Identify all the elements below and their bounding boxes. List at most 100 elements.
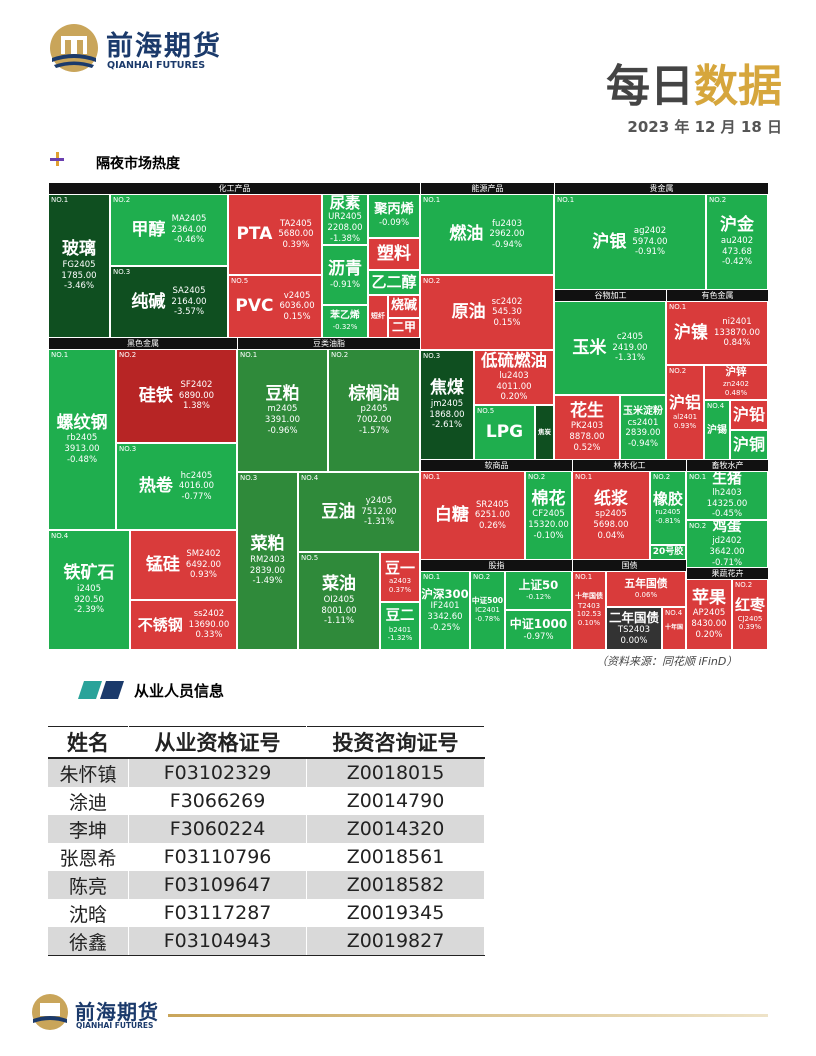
- tile: 聚丙烯 -0.09%: [368, 194, 420, 238]
- footer-brand: 前海期货: [75, 1000, 159, 1024]
- tile-rank: NO.1: [575, 473, 593, 481]
- treemap: 化工产品 能源产品 贵金属 谷物加工 有色金属 黑色金属 豆类油脂 软商品 林木化工 畜牧水产 股指…: [48, 183, 768, 650]
- tile-details: lu2403 4011.00 0.20%: [496, 371, 531, 403]
- sector-header: 软商品: [420, 460, 572, 471]
- sector-header: 果蔬花卉: [686, 568, 768, 579]
- table-cell: 张恩希: [48, 843, 130, 871]
- tile-code: al2401: [672, 413, 698, 422]
- table-cell: Z0014320: [306, 815, 485, 843]
- tile: 焦炭: [535, 405, 554, 460]
- tile: 豆二 b2401 -1.32%: [380, 602, 420, 650]
- tile-name: 低硫燃油: [481, 350, 547, 370]
- sector-header: 贵金属: [554, 183, 768, 194]
- tile-details: SA2405 2164.00 -3.57%: [171, 286, 206, 318]
- tile-price: 2419.00: [612, 342, 648, 353]
- sector-header: 林木化工: [572, 460, 686, 471]
- tile-name: 聚丙烯: [374, 201, 414, 217]
- tile-name: 中证500: [471, 596, 504, 606]
- tile-change: 0.93%: [189, 570, 217, 581]
- tile: 塑料: [368, 238, 420, 270]
- tile-change: -0.46%: [173, 235, 205, 246]
- tile-name: 豆一: [384, 558, 415, 577]
- tile-price: 6890.00: [178, 390, 215, 401]
- tile-name: 二甲: [391, 320, 416, 335]
- tile: 苹果 AP2405 8430.00 0.20%: [686, 579, 732, 650]
- tile-name: PTA: [236, 224, 273, 245]
- tile-price: 3342.60: [427, 612, 463, 623]
- tile-code: IC2401: [475, 606, 500, 615]
- table-cell: F03109647: [128, 871, 308, 899]
- tile: NO.4 铁矿石 i2405 920.50 -2.39%: [48, 530, 130, 650]
- tile-name: 沥青: [328, 258, 362, 279]
- tile-name: 塑料: [377, 243, 411, 264]
- tile-change: 0.93%: [673, 421, 697, 430]
- tile-code: MA2405: [171, 214, 207, 225]
- tile-price: 3391.00: [264, 415, 301, 426]
- tile-details: TA2405 5680.00 0.39%: [278, 219, 313, 251]
- tile-code: SA2405: [172, 286, 206, 297]
- tile-name: 沪镍: [674, 322, 709, 343]
- tile-name: 棕榈油: [348, 383, 400, 404]
- tile-details: MA2405 2364.00 -0.46%: [171, 214, 206, 246]
- tile-name: 橡胶: [652, 489, 683, 508]
- tile-change: -3.46%: [63, 281, 95, 292]
- tile-change: -1.32%: [387, 634, 413, 643]
- tile-details: IF2401 3342.60 -0.25%: [427, 601, 462, 633]
- tile-price: 2208.00: [327, 223, 363, 234]
- tile-code: TA2405: [279, 218, 312, 229]
- tile-change: -1.49%: [252, 576, 283, 587]
- tile-code: AP2405: [692, 608, 726, 619]
- tile: NO.3 热卷 hc2405 4016.00 -0.77%: [116, 443, 237, 530]
- tile-change: 0.37%: [388, 585, 412, 594]
- tile: NO.4 豆油 y2405 7512.00 -1.31%: [298, 472, 420, 552]
- tile: 五年国债 0.06%: [606, 571, 686, 607]
- tile-rank: NO.4: [51, 532, 69, 540]
- tile-change: 0.84%: [723, 338, 751, 349]
- tile-name: 二年国债: [608, 609, 659, 625]
- tile: NO.1 生猪 lh2403 14325.00 -0.45%: [686, 471, 768, 520]
- tile-rank: NO.2: [528, 473, 546, 481]
- tile-price: 6492.00: [185, 559, 222, 570]
- tile-details: ni2401 133870.00 0.84%: [714, 317, 760, 349]
- tile-code: hc2405: [180, 470, 213, 481]
- title-b: 数据: [694, 61, 782, 112]
- tile-name: 沪锡: [707, 424, 727, 436]
- tile-rank: NO.1: [51, 351, 69, 359]
- tile-name: 沪深300: [421, 586, 469, 601]
- tile-code: jd2402: [712, 536, 742, 547]
- title-a: 每日: [606, 61, 694, 112]
- tile: NO.2 鸡蛋 jd2402 3642.00 -0.71%: [686, 520, 768, 568]
- tile-rank: NO.4: [665, 609, 683, 617]
- logo-icon: [50, 24, 98, 72]
- tile-details: PK2403 8878.00 0.52%: [569, 421, 604, 453]
- tile-change: -0.94%: [491, 239, 523, 250]
- tile-code: FG2405: [62, 259, 96, 270]
- tile-name: 甲醇: [131, 219, 166, 240]
- tile-details: hc2405 4016.00 -0.77%: [179, 471, 214, 503]
- tile-name: 玉米: [572, 337, 607, 358]
- tile-details: sp2405 5698.00 0.04%: [593, 509, 628, 541]
- tile-price: 6251.00: [474, 510, 511, 521]
- tile: NO.1 纸浆 sp2405 5698.00 0.04%: [572, 471, 650, 560]
- sector-header: 国债: [572, 560, 686, 571]
- tile-details: ag2402 5974.00 -0.91%: [632, 226, 667, 258]
- tile: PTA TA2405 5680.00 0.39%: [228, 194, 322, 275]
- tile-price: 5974.00: [632, 236, 668, 247]
- tile-rank: NO.1: [240, 351, 258, 359]
- tile-change: -1.31%: [363, 517, 395, 528]
- tile-name: 沪银: [592, 231, 627, 252]
- tile-change: -0.81%: [655, 516, 681, 525]
- tile-details: -0.97%: [523, 632, 553, 643]
- tile-change: -0.10%: [533, 530, 564, 541]
- tile-details: T2403 102.53 0.10%: [577, 602, 602, 628]
- tile: NO.1 燃油 fu2403 2962.00 -0.94%: [420, 194, 554, 275]
- tile-code: ni2401: [722, 317, 752, 328]
- tile-details: FG2405 1785.00 -3.46%: [61, 260, 96, 292]
- sector-header: 有色金属: [666, 290, 768, 301]
- tile-code: TS2403: [617, 625, 651, 636]
- tile-details: SR2405 6251.00 0.26%: [475, 500, 510, 532]
- tile-code: p2405: [360, 404, 388, 415]
- tile: NO.3 菜粕 RM2403 2839.00 -1.49%: [237, 472, 298, 650]
- tile-price: 3913.00: [64, 444, 100, 455]
- table-cell: F03110796: [128, 843, 308, 871]
